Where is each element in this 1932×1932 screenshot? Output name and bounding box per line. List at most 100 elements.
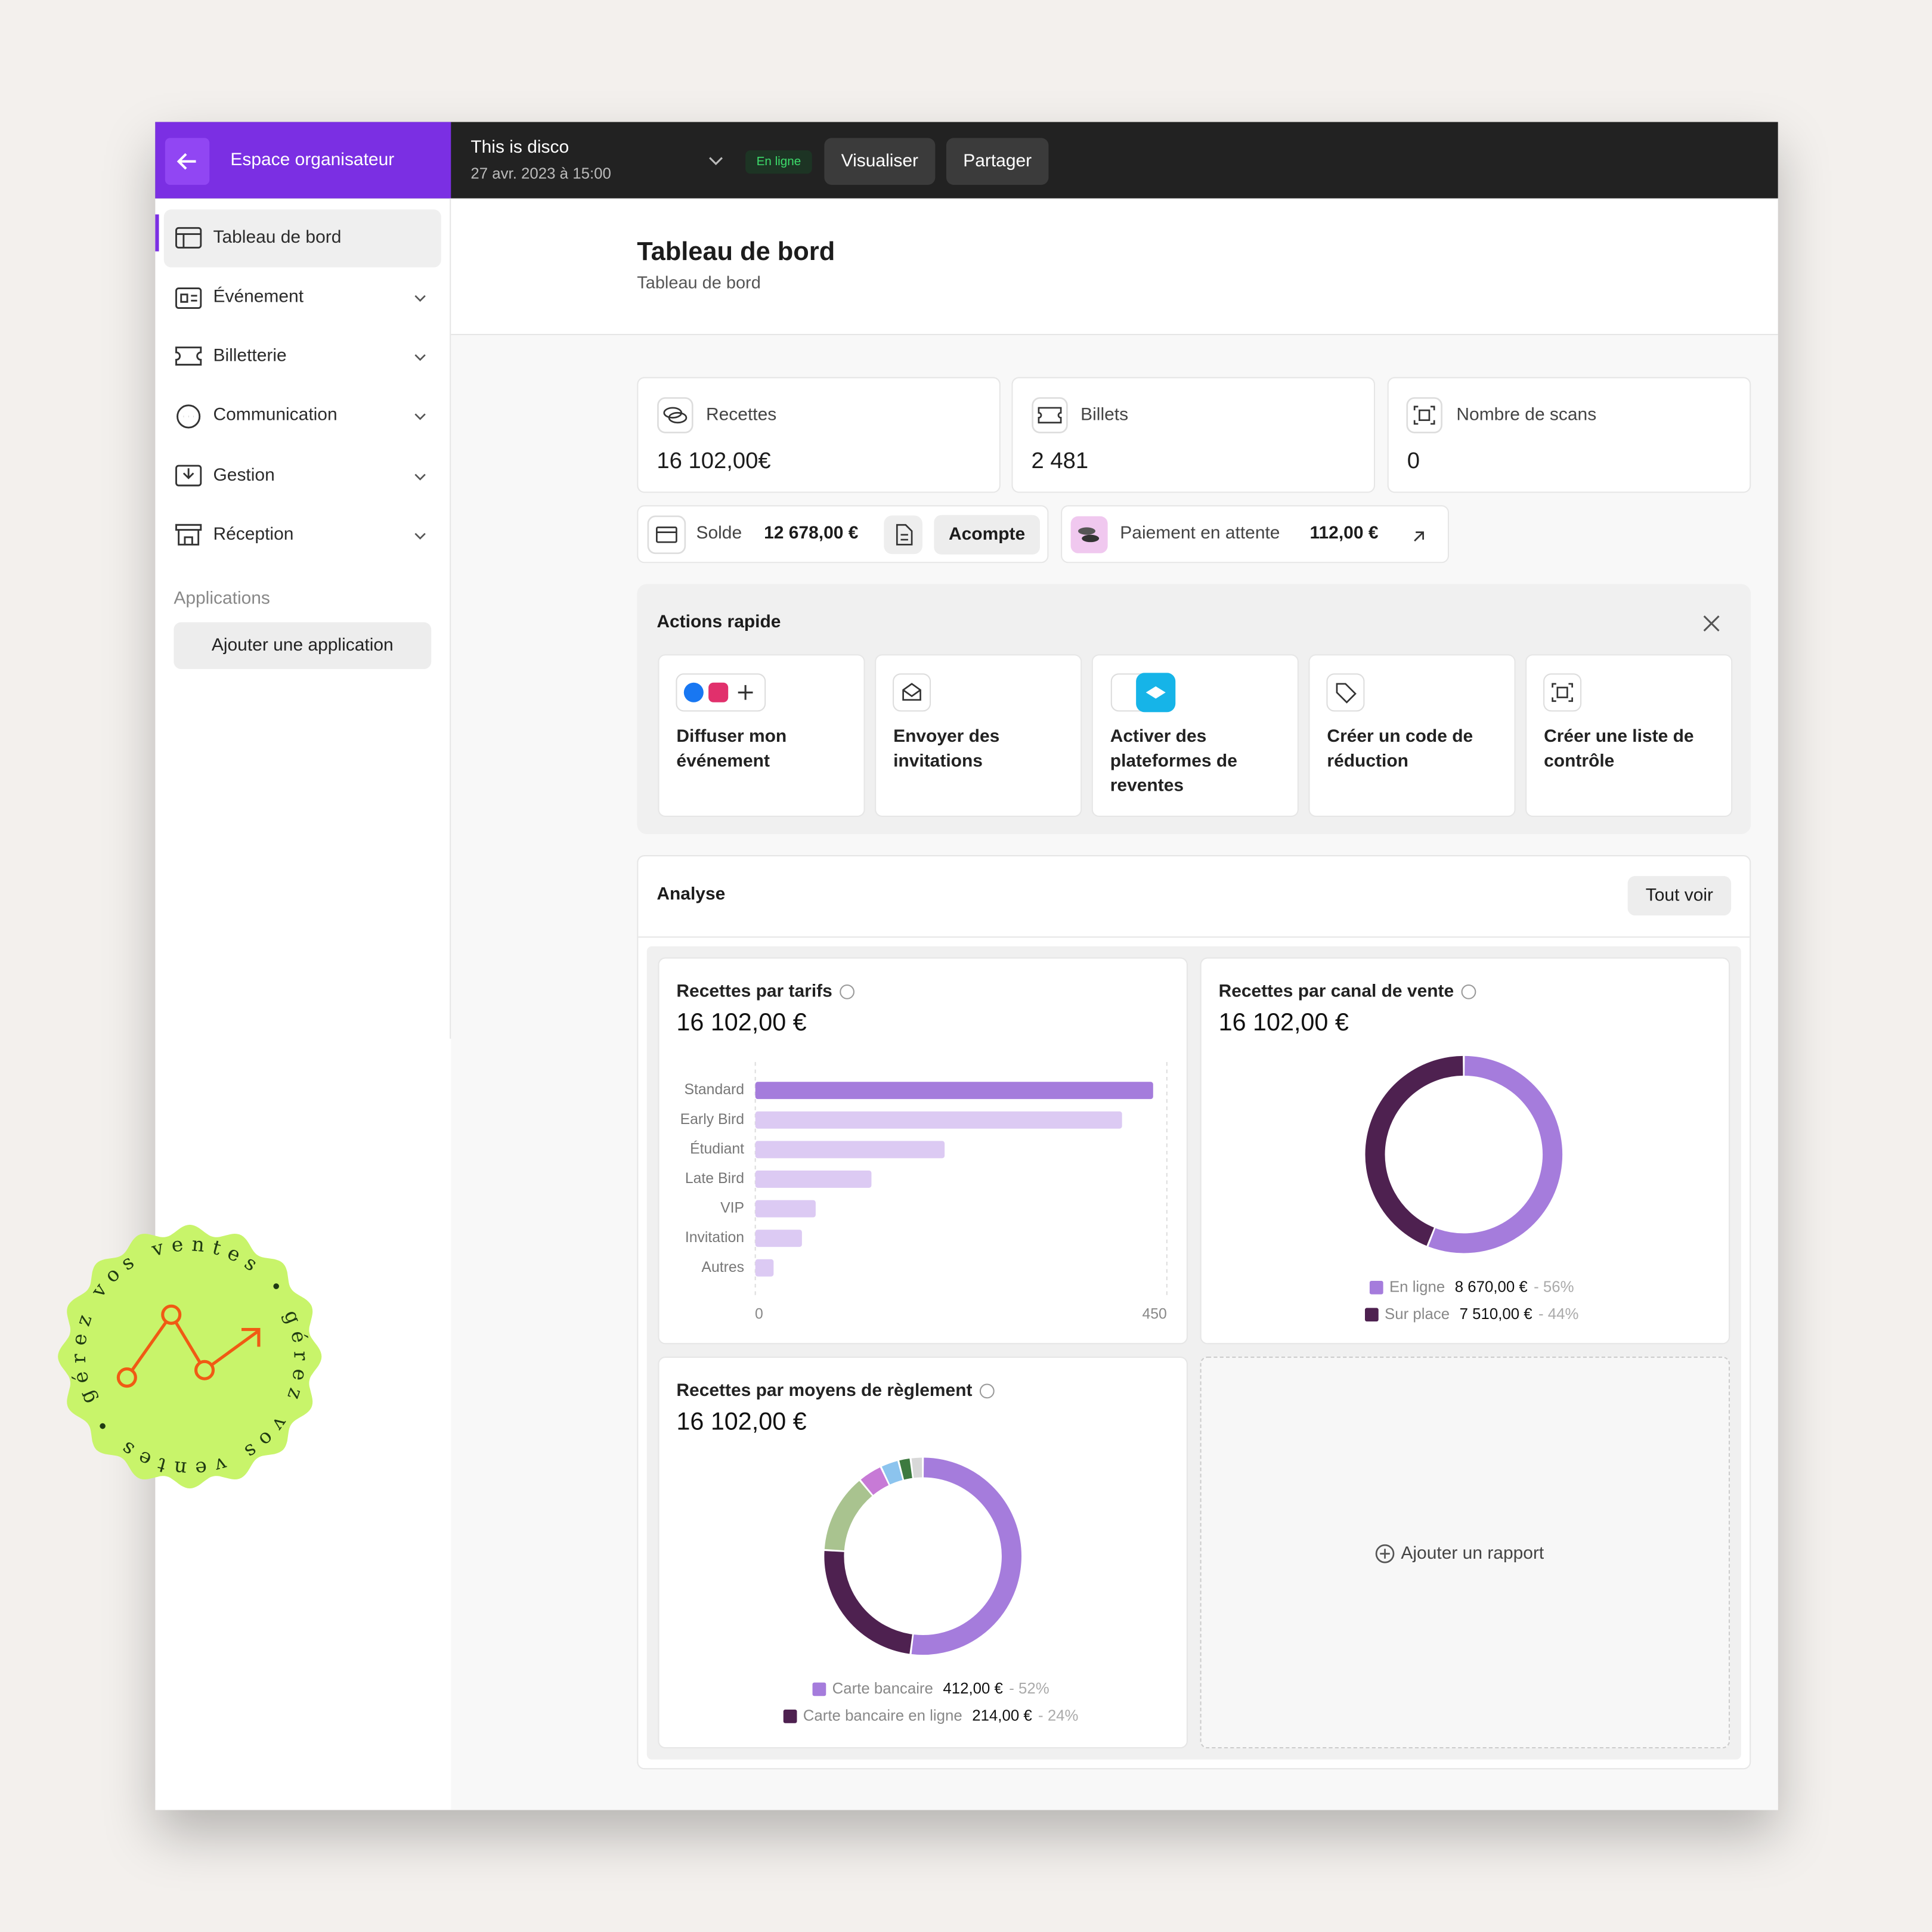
legend-amount: 412,00 €: [943, 1680, 1002, 1697]
legend-text: Carte bancaire 412,00 € - 52%: [832, 1680, 1049, 1697]
y-tick-label: Étudiant: [690, 1141, 744, 1157]
stat-value: 2 481: [1031, 447, 1089, 473]
bar: [755, 1141, 945, 1159]
badge: gérez vos ventes • gérez vos ventes •: [58, 1224, 322, 1489]
stat-value: 16 102,00€: [657, 447, 771, 473]
close-icon[interactable]: [1701, 612, 1723, 634]
sidebar-item[interactable]: Gestion: [213, 466, 275, 486]
legend-percent: - 24%: [1038, 1707, 1078, 1724]
balance-icons: [647, 515, 1424, 555]
active-indicator: [155, 214, 159, 252]
y-tick-label: Early Bird: [680, 1111, 744, 1128]
pending-label: Paiement en attente: [1120, 524, 1280, 544]
legend-percent: - 52%: [1009, 1680, 1049, 1697]
add-report-label: Ajouter un rapport: [1401, 1544, 1544, 1564]
donut-slice: [899, 1458, 913, 1480]
legend-item: En ligne 8 670,00 € - 56%: [1369, 1278, 1574, 1295]
donut-slice: [860, 1467, 889, 1496]
bar: [755, 1230, 802, 1247]
balance-label: Solde: [696, 524, 742, 544]
event-dropdown[interactable]: [707, 154, 724, 169]
add-report-area[interactable]: [1200, 1357, 1730, 1749]
legend-swatch: [812, 1682, 826, 1696]
chart-card: [658, 1357, 1188, 1749]
chart-subtitle: 16 102,00 €: [1219, 1008, 1349, 1036]
add-report-icon: [1375, 1544, 1395, 1563]
quick-action-label: Activer des plateformes de reventes: [1110, 727, 1237, 796]
page-title: Tableau de bord: [637, 237, 835, 267]
legend-text: En ligne 8 670,00 € - 56%: [1389, 1278, 1574, 1295]
sidebar-chevrons: [414, 295, 426, 540]
legend-swatch: [1369, 1280, 1383, 1295]
legend-text: Sur place 7 510,00 € - 44%: [1385, 1306, 1578, 1323]
bar: [755, 1082, 1153, 1100]
legend-percent: - 44%: [1538, 1306, 1578, 1323]
sidebar-border: [450, 198, 451, 1039]
header-border: [451, 333, 1778, 336]
legend-label: Sur place: [1385, 1306, 1450, 1323]
chart-card: [1200, 957, 1730, 1345]
sidebar-item[interactable]: Réception: [213, 525, 294, 545]
event-title: This is disco: [470, 138, 569, 158]
chart-subtitle: 16 102,00 €: [676, 1008, 806, 1036]
chart-title: Recettes par canal de vente: [1219, 981, 1454, 1001]
sidebar-item[interactable]: Communication: [213, 405, 338, 425]
legend-text: Carte bancaire en ligne 214,00 € - 24%: [803, 1707, 1079, 1724]
quick-action-label: Créer un code de réduction: [1327, 727, 1473, 772]
legend-item: Carte bancaire 412,00 € - 52%: [812, 1680, 1049, 1697]
info-icon: [979, 1383, 995, 1399]
breadcrumb: Tableau de bord: [637, 272, 761, 292]
donut-slice: [1428, 1055, 1563, 1253]
back-icon: [177, 153, 196, 170]
y-tick-label: Late Bird: [685, 1171, 744, 1187]
sidebar-item[interactable]: Tableau de bord: [213, 228, 342, 248]
add-app-button[interactable]: Ajouter une application: [174, 622, 432, 670]
bar: [755, 1111, 1122, 1129]
x-tick-label: 0: [755, 1306, 763, 1322]
analysis-title: Analyse: [657, 884, 726, 905]
quick-action-label: Envoyer des invitations: [893, 727, 1000, 772]
info-icon: [1461, 984, 1476, 999]
back-label: Espace organisateur: [230, 150, 395, 171]
topbar-button[interactable]: Visualiser: [824, 138, 936, 185]
pending-value: 112,00 €: [1309, 524, 1379, 544]
back-button[interactable]: [165, 138, 210, 185]
donut-slice: [1365, 1055, 1463, 1246]
legend-label: Carte bancaire en ligne: [803, 1707, 962, 1724]
badge-icon: [116, 1304, 261, 1388]
bar: [755, 1171, 872, 1188]
donut-slice: [824, 1551, 913, 1654]
bar: [755, 1259, 774, 1277]
y-tick-label: Standard: [684, 1082, 744, 1098]
active-item-bg[interactable]: [163, 209, 441, 268]
chart-subtitle: 16 102,00 €: [676, 1408, 806, 1435]
bar: [755, 1200, 816, 1218]
topbar-button[interactable]: Partager: [946, 138, 1049, 185]
legend-amount: 8 670,00 €: [1455, 1278, 1528, 1295]
sidebar-item[interactable]: Événement: [213, 287, 304, 307]
event-date: 27 avr. 2023 à 15:00: [470, 165, 611, 182]
legend-item: Carte bancaire en ligne 214,00 € - 24%: [783, 1707, 1079, 1724]
badge-shape: [58, 1224, 322, 1489]
status-badge: En ligne: [745, 150, 812, 174]
quick-action[interactable]: Activer des plateformes de reventes: [1091, 654, 1299, 817]
stat-card: [637, 377, 1001, 493]
see-all-button[interactable]: Tout voir: [1627, 876, 1732, 916]
stat-card: [1011, 377, 1376, 493]
stat-label: Billets: [1080, 405, 1129, 425]
chart-title: Recettes par tarifs: [676, 981, 832, 1001]
stat-icons: [657, 397, 1442, 434]
quick-action-label: Créer une liste de contrôle: [1544, 727, 1694, 772]
sidebar-item[interactable]: Billetterie: [213, 346, 287, 366]
balance-value: 12 678,00 €: [764, 524, 859, 544]
stat-value: 0: [1407, 447, 1420, 473]
quick-actions-title: Actions rapide: [657, 612, 781, 633]
legend-item: Sur place 7 510,00 € - 44%: [1365, 1306, 1578, 1323]
legend-amount: 214,00 €: [972, 1707, 1032, 1724]
chart-title: Recettes par moyens de règlement: [676, 1380, 972, 1400]
acompte-button[interactable]: Acompte: [934, 515, 1040, 555]
legend-amount: 7 510,00 €: [1460, 1306, 1532, 1323]
